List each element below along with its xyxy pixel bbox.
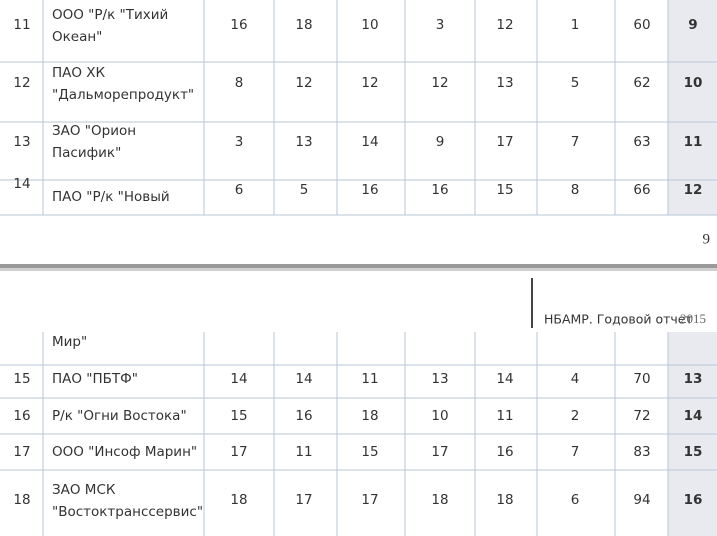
cell-value: 10 — [431, 408, 448, 424]
cell-value: 17 — [361, 492, 378, 508]
cell-value: 94 — [633, 492, 650, 508]
row-number: 11 — [13, 17, 30, 33]
cell-value: 14 — [361, 134, 378, 150]
row-number: 12 — [13, 75, 30, 91]
cell-value: 17 — [496, 134, 513, 150]
company-name: ООО "Инсоф Марин" — [52, 444, 197, 460]
cell-value: 14 — [295, 371, 312, 387]
row-number: 15 — [13, 371, 30, 387]
name-continuation: Мир" — [52, 334, 87, 350]
header-title: НБАМР. Годовой отчет — [544, 312, 693, 327]
cell-value: 15 — [496, 182, 513, 198]
row-number: 13 — [13, 134, 30, 150]
cell-value: 16 — [295, 408, 312, 424]
cell-value: 13 — [295, 134, 312, 150]
cell-value: 63 — [633, 134, 650, 150]
cell-value: 70 — [633, 371, 650, 387]
cell-value: 18 — [230, 492, 247, 508]
cell-value: 17 — [431, 444, 448, 460]
cell-value: 12 — [431, 75, 448, 91]
cell-value: 11 — [361, 371, 378, 387]
cell-value: 18 — [361, 408, 378, 424]
rank: 9 — [688, 17, 697, 33]
cell-value: 11 — [295, 444, 312, 460]
cell-value: 14 — [496, 371, 513, 387]
cell-value: 17 — [230, 444, 247, 460]
cell-value: 2 — [571, 408, 580, 424]
cell-value: 18 — [431, 492, 448, 508]
cell-value: 3 — [436, 17, 445, 33]
company-name: Пасифик" — [52, 145, 121, 161]
company-name: ПАО ХК — [52, 65, 106, 81]
company-name: Океан" — [52, 29, 102, 45]
company-name: Р/к "Огни Востока" — [52, 408, 187, 424]
row-number: 14 — [13, 176, 30, 192]
cell-value: 7 — [571, 444, 580, 460]
cell-value: 12 — [496, 17, 513, 33]
page-number: 9 — [703, 231, 711, 247]
cell-value: 16 — [230, 17, 247, 33]
rank: 10 — [684, 75, 703, 91]
cell-value: 12 — [295, 75, 312, 91]
cell-value: 17 — [295, 492, 312, 508]
row-number: 18 — [13, 492, 30, 508]
cell-value: 7 — [571, 134, 580, 150]
company-name: ПАО "Р/к "Новый — [52, 189, 170, 205]
rank: 15 — [684, 444, 703, 460]
cell-value: 83 — [633, 444, 650, 460]
page-break — [0, 264, 717, 268]
cell-value: 5 — [300, 182, 309, 198]
cell-value: 18 — [295, 17, 312, 33]
rank: 16 — [684, 492, 703, 508]
row-number: 17 — [13, 444, 30, 460]
rank: 11 — [684, 134, 703, 150]
cell-value: 1 — [571, 17, 580, 33]
header-year: 2015 — [680, 311, 706, 326]
cell-value: 8 — [571, 182, 580, 198]
company-name: ПАО "ПБТФ" — [52, 371, 138, 387]
row-number: 16 — [13, 408, 30, 424]
cell-value: 6 — [235, 182, 244, 198]
rank: 12 — [684, 182, 703, 198]
cell-value: 18 — [496, 492, 513, 508]
cell-value: 16 — [496, 444, 513, 460]
company-name: ЗАО МСК — [52, 482, 116, 498]
cell-value: 16 — [431, 182, 448, 198]
cell-value: 11 — [496, 408, 513, 424]
cell-value: 9 — [436, 134, 445, 150]
cell-value: 13 — [496, 75, 513, 91]
cell-value: 13 — [431, 371, 448, 387]
company-name: ООО "Р/к "Тихий — [52, 7, 168, 23]
cell-value: 66 — [633, 182, 650, 198]
cell-value: 12 — [361, 75, 378, 91]
cell-value: 4 — [571, 371, 580, 387]
rank-shade — [668, 0, 717, 215]
company-name: "Дальморепродукт" — [52, 87, 194, 103]
cell-value: 15 — [230, 408, 247, 424]
company-name: ЗАО "Орион — [52, 123, 136, 139]
cell-value: 8 — [235, 75, 244, 91]
cell-value: 72 — [633, 408, 650, 424]
cell-value: 62 — [633, 75, 650, 91]
cell-value: 60 — [633, 17, 650, 33]
cell-value: 15 — [361, 444, 378, 460]
rank: 13 — [684, 371, 703, 387]
cell-value: 3 — [235, 134, 244, 150]
rank: 14 — [684, 408, 703, 424]
cell-value: 16 — [361, 182, 378, 198]
cell-value: 5 — [571, 75, 580, 91]
cell-value: 6 — [571, 492, 580, 508]
cell-value: 10 — [361, 17, 378, 33]
company-name: "Востоктранссервис" — [52, 504, 203, 520]
cell-value: 14 — [230, 371, 247, 387]
page-break — [0, 268, 717, 271]
